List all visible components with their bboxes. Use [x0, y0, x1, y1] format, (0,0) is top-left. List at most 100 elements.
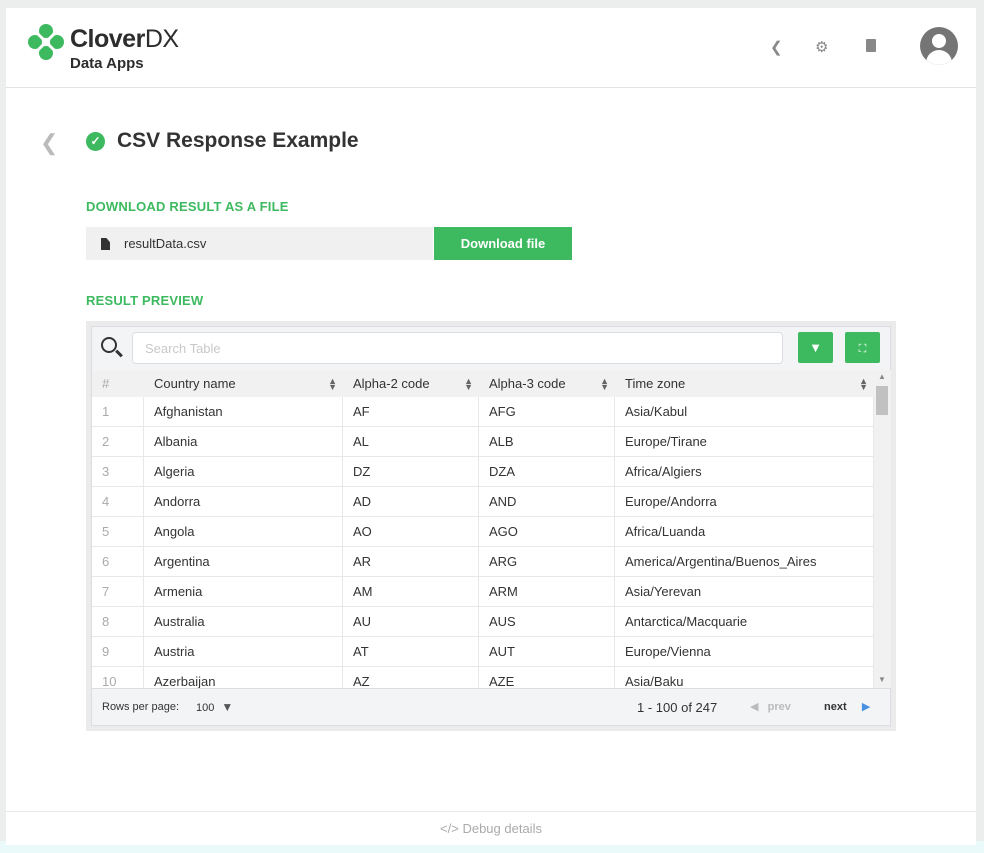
- expand-icon: ⛶: [858, 343, 867, 355]
- sort-icon[interactable]: ▲ ▼: [859, 376, 868, 392]
- scroll-up-icon[interactable]: ▲: [878, 372, 886, 381]
- column-label: Alpha-2 code: [353, 376, 430, 391]
- page-title: CSV Response Example: [117, 129, 359, 152]
- preview-section-heading: RESULT PREVIEW: [86, 293, 204, 308]
- rows-per-page-select[interactable]: 100 ▼: [196, 689, 233, 727]
- data-table: ▼ ⛶ # Country name▲▼ Alpha-2 code▲▼ Alph…: [91, 326, 891, 726]
- fullscreen-button[interactable]: ⛶: [845, 332, 880, 363]
- cell-timezone: Europe/Tirane: [615, 427, 874, 457]
- cell-alpha2: AM: [343, 577, 479, 607]
- table-scrollbar[interactable]: ▲ ▼: [874, 370, 891, 688]
- gear-icon[interactable]: ⚙: [815, 39, 829, 56]
- debug-label: Debug details: [462, 821, 542, 836]
- download-file-button[interactable]: Download file: [434, 227, 572, 260]
- file-name-box: resultData.csv: [86, 227, 433, 260]
- column-label: Country name: [154, 376, 236, 391]
- cell-country: Argentina: [144, 547, 343, 577]
- table-row[interactable]: 6 Argentina AR ARG America/Argentina/Buenos_…: [92, 547, 874, 577]
- cell-index: 4: [92, 487, 144, 517]
- cell-alpha3: AND: [479, 487, 615, 517]
- table-row[interactable]: 8 Australia AU AUS Antarctica/Macquarie: [92, 607, 874, 637]
- search-input[interactable]: [132, 332, 783, 364]
- cell-timezone: Antarctica/Macquarie: [615, 607, 874, 637]
- file-icon: [101, 238, 110, 250]
- cell-alpha2: AZ: [343, 667, 479, 688]
- cell-alpha2: AR: [343, 547, 479, 577]
- table-row[interactable]: 5 Angola AO AGO Africa/Luanda: [92, 517, 874, 547]
- cell-alpha2: AU: [343, 607, 479, 637]
- table-row[interactable]: 7 Armenia AM ARM Asia/Yerevan: [92, 577, 874, 607]
- cell-alpha3: DZA: [479, 457, 615, 487]
- code-icon: </>: [440, 821, 459, 836]
- cell-alpha3: AZE: [479, 667, 615, 688]
- scroll-down-icon[interactable]: ▼: [878, 675, 886, 684]
- cell-index: 5: [92, 517, 144, 547]
- chevron-left-icon[interactable]: ❮: [770, 39, 783, 56]
- column-header-index: #: [102, 376, 110, 391]
- table-row[interactable]: 1 Afghanistan AF AFG Asia/Kabul: [92, 397, 874, 427]
- sort-icon[interactable]: ▲ ▼: [328, 376, 337, 392]
- cell-country: Algeria: [144, 457, 343, 487]
- table-row[interactable]: 9 Austria AT AUT Europe/Vienna: [92, 637, 874, 667]
- cell-alpha2: AF: [343, 397, 479, 427]
- cell-alpha3: AUS: [479, 607, 615, 637]
- file-name: resultData.csv: [124, 236, 207, 251]
- cell-alpha3: AUT: [479, 637, 615, 667]
- cell-alpha3: AFG: [479, 397, 615, 427]
- cell-timezone: Africa/Algiers: [615, 457, 874, 487]
- table-row[interactable]: 10 Azerbaijan AZ AZE Asia/Baku: [92, 667, 874, 688]
- cell-country: Austria: [144, 637, 343, 667]
- cell-alpha3: ALB: [479, 427, 615, 457]
- table-wrapper: ▼ ⛶ # Country name▲▼ Alpha-2 code▲▼ Alph…: [86, 321, 896, 731]
- table-footer: Rows per page: 100 ▼ 1 - 100 of 247 ◀ pr…: [92, 688, 890, 725]
- cell-alpha2: AD: [343, 487, 479, 517]
- cell-timezone: Asia/Baku: [615, 667, 874, 688]
- table-row[interactable]: 4 Andorra AD AND Europe/Andorra: [92, 487, 874, 517]
- cell-timezone: Africa/Luanda: [615, 517, 874, 547]
- column-header-alpha2[interactable]: Alpha-2 code ▲ ▼: [343, 370, 479, 397]
- search-icon: [101, 337, 117, 353]
- cell-index: 10: [92, 667, 144, 688]
- app-card: CloverDX Data Apps ❮ ⚙ ❮ ✓ CSV Response …: [6, 8, 976, 845]
- filter-button[interactable]: ▼: [798, 332, 833, 363]
- book-icon[interactable]: [866, 39, 876, 52]
- cell-alpha2: AT: [343, 637, 479, 667]
- next-label: next: [824, 701, 847, 713]
- cell-timezone: Europe/Andorra: [615, 487, 874, 517]
- prev-button[interactable]: ◀ prev: [750, 689, 791, 726]
- table-row[interactable]: 3 Algeria DZ DZA Africa/Algiers: [92, 457, 874, 487]
- cell-alpha2: AL: [343, 427, 479, 457]
- cell-alpha2: AO: [343, 517, 479, 547]
- app-header: CloverDX Data Apps ❮ ⚙: [6, 8, 976, 88]
- rows-per-page-label: Rows per page:: [102, 701, 180, 713]
- table-body: 1 Afghanistan AF AFG Asia/Kabul 2 Albania AL ALB…: [92, 397, 874, 688]
- sort-icon[interactable]: ▲ ▼: [464, 376, 473, 392]
- sort-icon[interactable]: ▲ ▼: [600, 376, 609, 392]
- cell-alpha3: AGO: [479, 517, 615, 547]
- back-chevron-icon[interactable]: ❮: [40, 130, 59, 155]
- cell-index: 2: [92, 427, 144, 457]
- column-header-timezone[interactable]: Time zone ▲ ▼: [615, 370, 874, 397]
- column-label: Time zone: [625, 376, 686, 391]
- cell-country: Australia: [144, 607, 343, 637]
- user-avatar-icon[interactable]: [920, 27, 958, 65]
- next-arrow-icon: ▶: [861, 701, 871, 713]
- cell-country: Andorra: [144, 487, 343, 517]
- success-check-icon: ✓: [86, 132, 105, 151]
- debug-details-link[interactable]: </> Debug details: [6, 811, 976, 845]
- scrollbar-thumb[interactable]: [876, 386, 888, 415]
- next-button[interactable]: next ▶: [824, 689, 870, 726]
- column-header-alpha3[interactable]: Alpha-3 code ▲ ▼: [479, 370, 615, 397]
- prev-arrow-icon: ◀: [750, 701, 759, 713]
- cell-alpha3: ARM: [479, 577, 615, 607]
- table-row[interactable]: 2 Albania AL ALB Europe/Tirane: [92, 427, 874, 457]
- cell-alpha3: ARG: [479, 547, 615, 577]
- cell-country: Albania: [144, 427, 343, 457]
- dropdown-arrow-icon: ▼: [221, 700, 234, 714]
- brand-bold: Clover: [70, 25, 145, 53]
- brand-name: CloverDX: [70, 25, 179, 54]
- cell-country: Azerbaijan: [144, 667, 343, 688]
- filter-icon: ▼: [809, 340, 822, 355]
- column-label: Alpha-3 code: [489, 376, 566, 391]
- column-header-country[interactable]: Country name ▲ ▼: [144, 370, 343, 397]
